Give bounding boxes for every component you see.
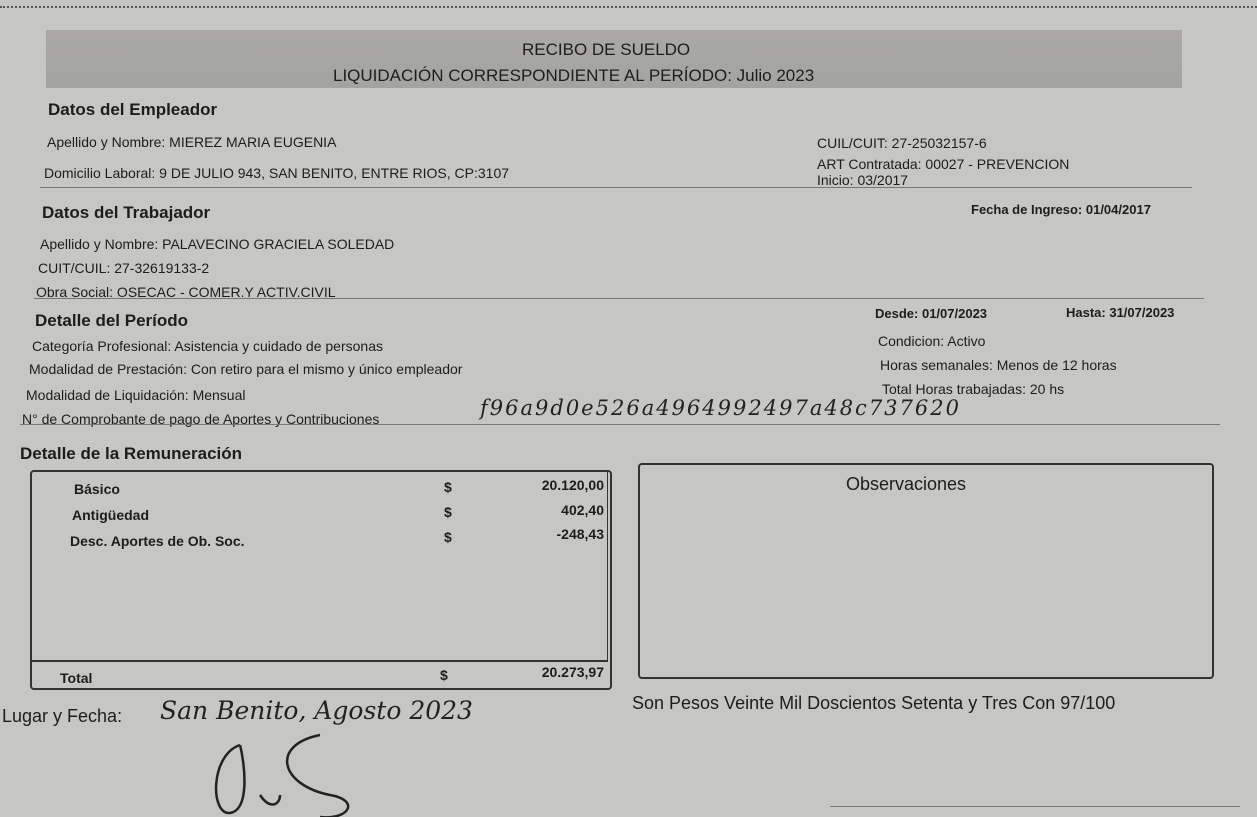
period-desde: Desde: 01/07/2023 [875,306,988,321]
period-horas-semanales: Horas semanales: Menos de 12 horas [880,357,1117,373]
receipt-title: RECIBO DE SUELDO [522,40,691,59]
item-amount: -248,43 [556,526,604,542]
divider [20,424,1220,425]
employer-name: Apellido y Nombre: MIEREZ MARIA EUGENIA [47,134,337,150]
period-prestacion: Modalidad de Prestación: Con retiro para… [29,361,463,377]
lugar-fecha-label: Lugar y Fecha: [2,706,123,726]
item-concept: Desc. Aportes de Ob. Soc. [70,533,245,549]
total-label: Total [60,670,93,686]
worker-name: Apellido y Nombre: PALAVECINO GRACIELA S… [40,236,395,252]
lugar-fecha-handwritten: San Benito, Agosto 2023 [160,696,473,725]
son-pesos: Son Pesos Veinte Mil Doscientos Setenta … [632,693,1116,713]
worker-cuil: CUIT/CUIL: 27-32619133-2 [38,260,210,276]
employer-inicio: Inicio: 03/2017 [817,172,909,188]
total-currency: $ [440,667,448,683]
period-categoria: Categoría Profesional: Asistencia y cuid… [32,338,383,354]
item-currency: $ [444,504,452,520]
worker-obra-social: Obra Social: OSECAC - COMER.Y ACTIV.CIVI… [36,284,336,300]
remuneracion-heading: Detalle de la Remuneración [20,444,243,463]
item-currency: $ [444,479,452,495]
item-amount: 402,40 [561,502,604,518]
total-amount: 20.273,97 [541,664,604,680]
period-horas-total: Total Horas trabajadas: 20 hs [882,381,1065,397]
item-concept: Básico [74,481,120,497]
remuneracion-table [30,470,612,690]
period-condicion: Condicion: Activo [878,333,986,349]
employer-art: ART Contratada: 00027 - PREVENCION [817,156,1070,172]
divider [40,187,1192,188]
signature-line [830,806,1240,807]
period-hasta: Hasta: 31/07/2023 [1066,305,1175,320]
item-currency: $ [444,529,452,545]
employer-heading: Datos del Empleador [48,100,218,119]
comprobante-handwritten: f96a9d0e526a4964992497a48c737620 [480,396,961,420]
total-divider [32,660,608,662]
observaciones-heading: Observaciones [846,474,967,494]
worker-heading: Datos del Trabajador [42,203,211,222]
employer-cuit: CUIL/CUIT: 27-25032157-6 [817,135,987,151]
worker-ingreso: Fecha de Ingreso: 01/04/2017 [971,202,1151,217]
signature [214,733,350,817]
period-liquidacion: Modalidad de Liquidación: Mensual [26,387,246,403]
header-band [46,30,1182,88]
perforation-edge [0,0,1257,8]
item-concept: Antigüedad [72,507,149,523]
period-title: LIQUIDACIÓN CORRESPONDIENTE AL PERÍODO: … [333,66,815,85]
period-heading: Detalle del Período [35,311,189,330]
observaciones-box [638,463,1214,679]
divider [34,298,1204,299]
comprobante-label: N° de Comprobante de pago de Aportes y C… [22,411,380,427]
column-divider [607,470,608,660]
employer-address: Domicilio Laboral: 9 DE JULIO 943, SAN B… [44,165,510,181]
item-amount: 20.120,00 [541,477,604,493]
